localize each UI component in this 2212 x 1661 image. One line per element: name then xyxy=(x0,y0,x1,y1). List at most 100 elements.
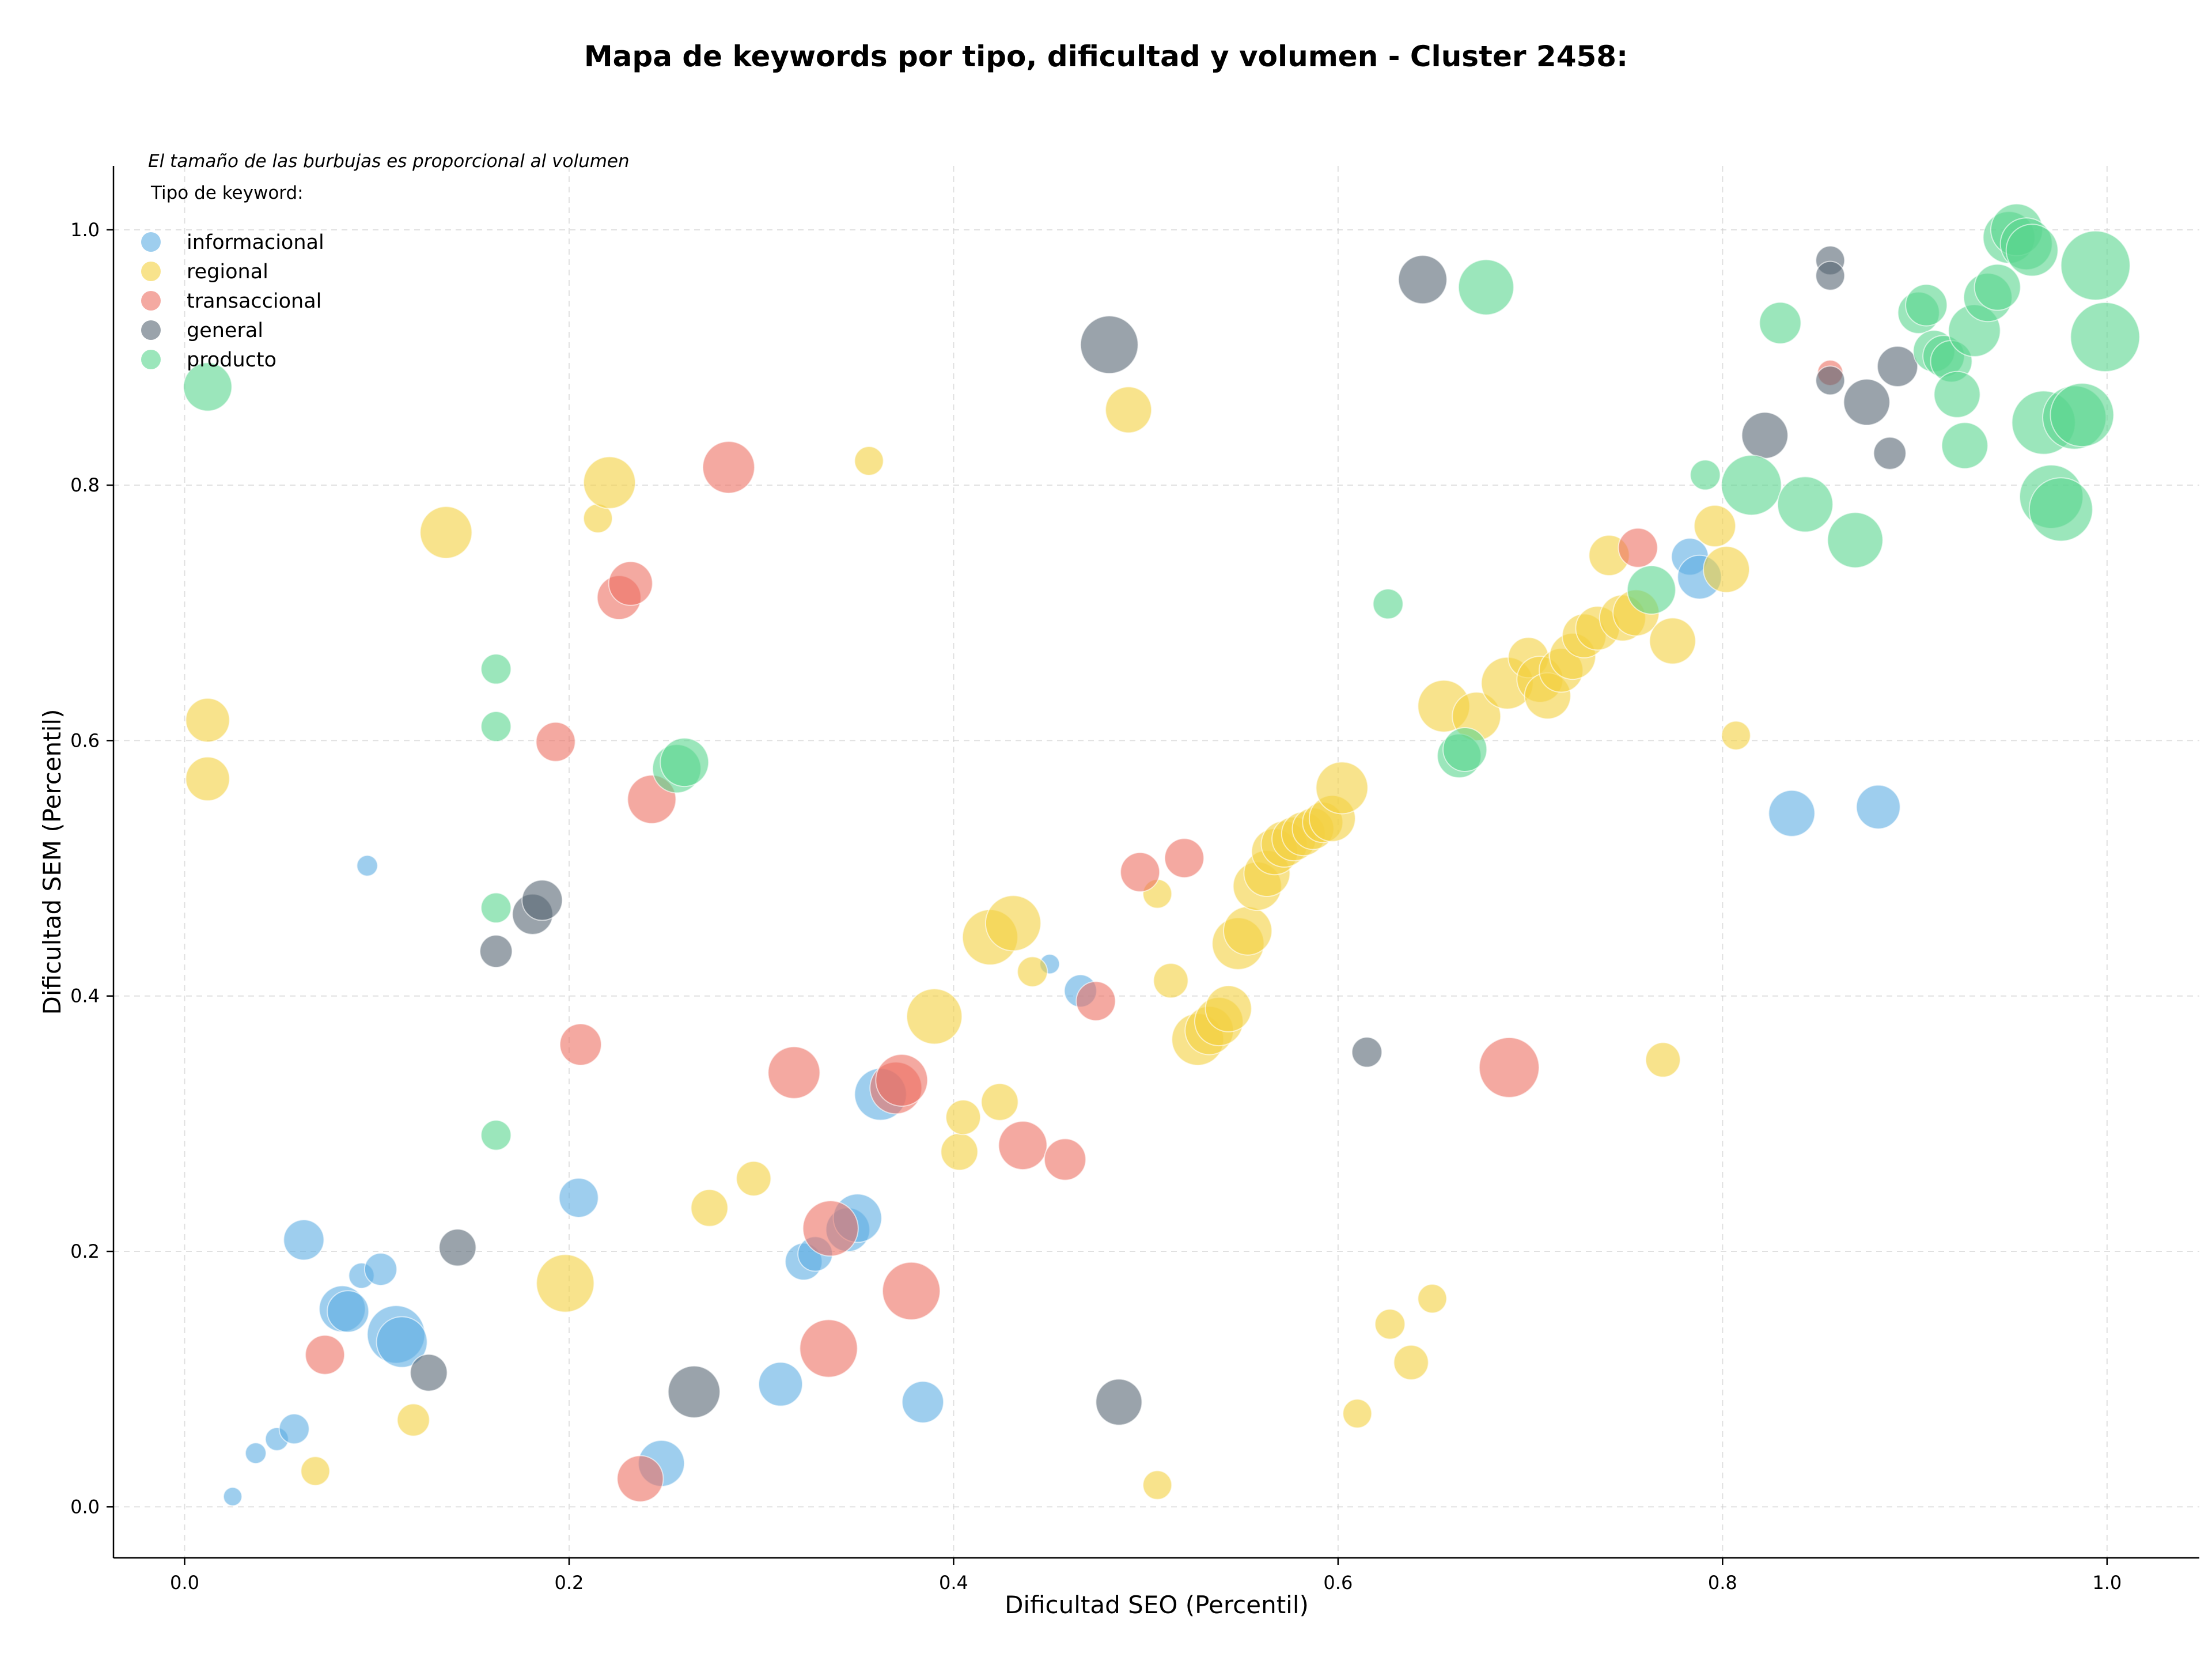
legend-marker-general xyxy=(141,320,161,340)
bubble-regional xyxy=(419,506,473,559)
y-tick-label: 0.8 xyxy=(70,474,100,496)
bubble-transaccional xyxy=(608,561,653,606)
bubble-informacional xyxy=(363,1253,397,1287)
bubble-producto xyxy=(1626,565,1676,615)
bubble-size-note: El tamaño de las burbujas es proporciona… xyxy=(148,151,630,172)
bubble-general xyxy=(667,1365,721,1418)
bubble-producto xyxy=(1372,588,1404,620)
bubble-transaccional xyxy=(702,441,755,494)
bubble-producto xyxy=(2028,477,2093,542)
bubble-regional xyxy=(945,1099,982,1136)
bubble-general xyxy=(479,934,513,968)
bubbles-layer xyxy=(183,203,2141,1507)
y-axis-label: Dificultad SEM (Percentil) xyxy=(38,709,66,1015)
legend-label-producto: producto xyxy=(187,349,276,372)
bubble-regional xyxy=(583,456,637,509)
bubble-general xyxy=(1351,1036,1382,1068)
bubble-transaccional xyxy=(559,1023,602,1066)
bubble-producto xyxy=(183,362,233,412)
legend-label-general: general xyxy=(187,319,263,342)
series-general xyxy=(410,245,1919,1426)
bubble-producto xyxy=(1827,512,1884,569)
bubble-producto xyxy=(660,737,710,788)
bubble-general xyxy=(521,879,563,921)
bubble-regional xyxy=(1374,1308,1406,1340)
bubble-informacional xyxy=(558,1177,599,1218)
bubble-regional xyxy=(1223,906,1273,956)
bubble-producto xyxy=(2060,230,2131,301)
bubble-regional xyxy=(906,988,963,1045)
chart-title: Mapa de keywords por tipo, dificultad y … xyxy=(584,40,1628,73)
bubble-regional xyxy=(1205,985,1252,1032)
bubble-informacional xyxy=(758,1361,804,1407)
bubble-producto xyxy=(1759,301,1802,345)
bubble-producto xyxy=(480,892,512,924)
bubble-regional xyxy=(1153,963,1189,999)
bubble-regional xyxy=(1645,1042,1681,1078)
bubble-transaccional xyxy=(799,1319,858,1378)
bubble-general xyxy=(438,1228,477,1267)
axes xyxy=(112,166,2199,1559)
bubble-producto xyxy=(2050,383,2115,448)
legend: Tipo de keyword: informacional regional tr… xyxy=(141,183,324,372)
bubble-regional xyxy=(1417,1284,1448,1314)
bubble-regional xyxy=(1142,1470,1173,1500)
bubble-producto xyxy=(1941,422,1988,470)
x-tick-label: 0.4 xyxy=(939,1572,968,1594)
bubble-producto xyxy=(1777,476,1834,533)
bubble-informacional xyxy=(356,854,378,877)
bubble-producto xyxy=(1690,459,1721,491)
legend-marker-regional xyxy=(141,262,161,281)
bubble-transaccional xyxy=(1120,852,1161,892)
bubble-general xyxy=(1741,411,1789,459)
bubble-general xyxy=(1095,1378,1143,1426)
bubble-regional xyxy=(984,895,1041,952)
bubble-regional xyxy=(185,756,230,801)
bubble-transaccional xyxy=(616,1455,664,1503)
bubble-transaccional xyxy=(802,1200,859,1257)
bubble-transaccional xyxy=(998,1121,1048,1171)
bubble-regional xyxy=(300,1456,331,1486)
y-tick-label: 0.4 xyxy=(70,985,100,1007)
y-tick-label: 0.2 xyxy=(70,1240,100,1262)
x-tick-label: 0.8 xyxy=(1708,1572,1737,1594)
bubble-regional xyxy=(854,446,884,476)
bubble-producto xyxy=(2070,302,2141,373)
bubble-regional xyxy=(185,697,230,743)
y-tick-label: 0.6 xyxy=(70,729,100,751)
bubble-informacional xyxy=(376,1316,428,1368)
bubble-regional xyxy=(690,1189,729,1227)
legend-marker-producto xyxy=(141,350,161,369)
bubble-informacional xyxy=(1768,789,1816,837)
x-tick-label: 1.0 xyxy=(2092,1572,2122,1594)
bubble-informacional xyxy=(902,1380,945,1424)
bubble-regional xyxy=(1703,546,1751,593)
series-transaccional xyxy=(305,360,1844,1503)
bubble-regional xyxy=(536,1254,595,1313)
x-tick-label: 0.0 xyxy=(170,1572,199,1594)
bubble-general xyxy=(1397,255,1448,305)
bubble-regional xyxy=(1649,617,1696,665)
bubble-regional xyxy=(1693,505,1736,548)
bubble-informacional xyxy=(283,1219,325,1261)
bubble-general xyxy=(1843,379,1891,426)
bubble-regional xyxy=(1721,720,1751,751)
bubble-general xyxy=(410,1353,448,1392)
bubble-producto xyxy=(1974,263,2021,311)
bubble-regional xyxy=(1315,761,1369,815)
bubble-producto xyxy=(2005,224,2059,277)
bubble-producto xyxy=(1442,727,1488,772)
bubble-informacional xyxy=(278,1413,310,1445)
bubble-transaccional xyxy=(881,1261,941,1321)
bubble-general xyxy=(1815,260,1846,291)
bubble-regional xyxy=(940,1133,979,1171)
bubble-transaccional xyxy=(1075,981,1116,1021)
bubble-regional xyxy=(736,1160,772,1197)
legend-marker-transaccional xyxy=(141,291,161,311)
bubble-producto xyxy=(480,711,512,743)
bubble-general xyxy=(1873,436,1907,470)
legend-label-informacional: informacional xyxy=(187,231,324,254)
bubble-transaccional xyxy=(535,721,576,762)
axis-ticks: 0.0 0.2 0.4 0.6 0.8 1.0 0.0 0.2 0.4 0.6 0.8 1.0 xyxy=(70,219,2122,1594)
